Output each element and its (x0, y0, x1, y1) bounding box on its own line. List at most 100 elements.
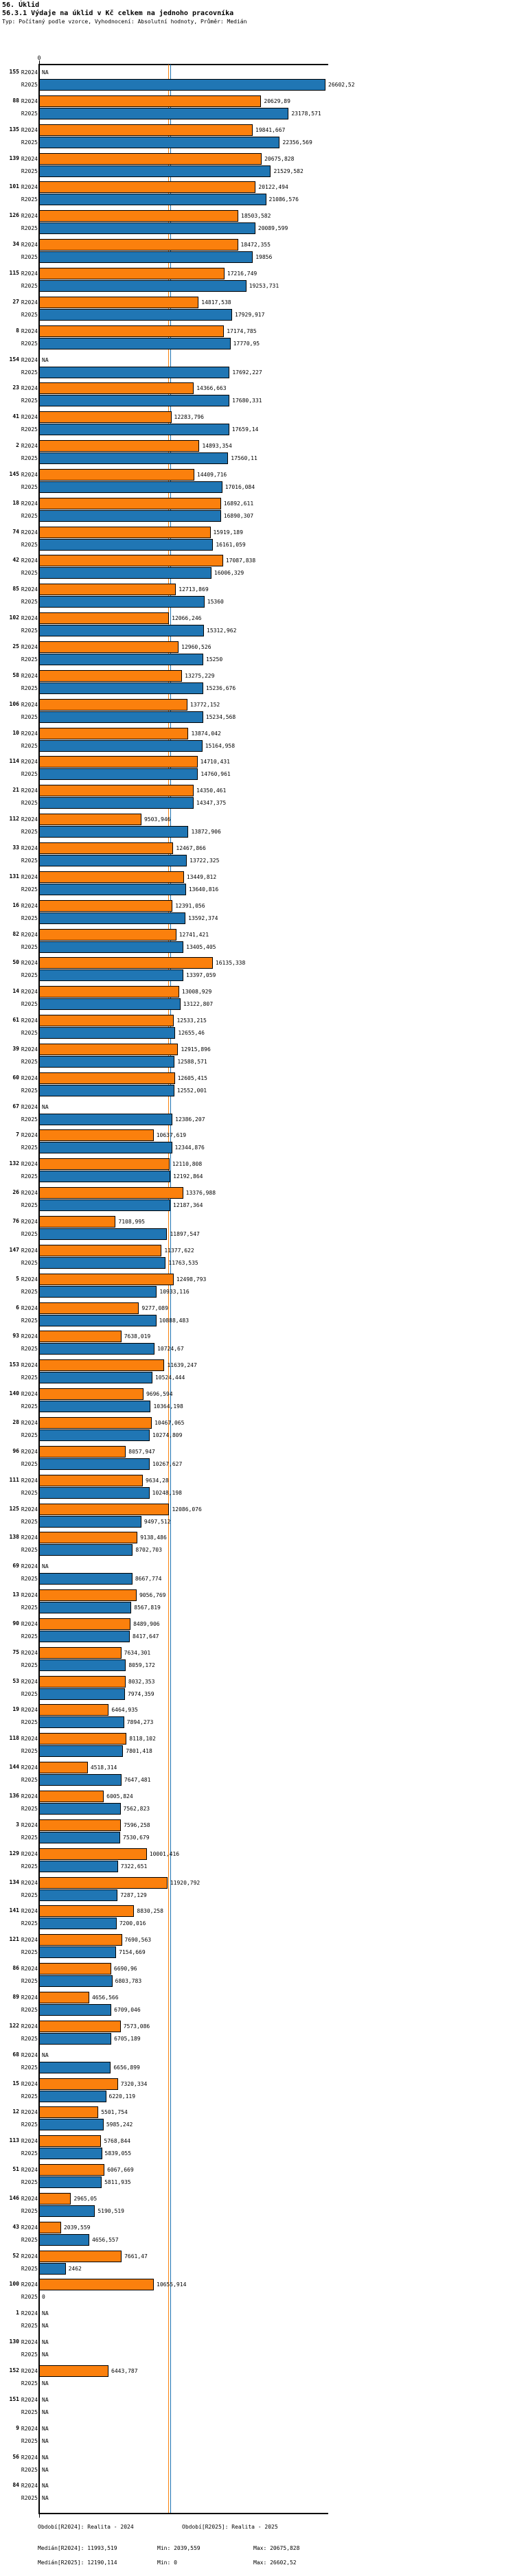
bar-r2025 (39, 337, 231, 349)
value-label-r2025: 6803,783 (115, 1978, 142, 1985)
bar-r2024 (39, 1158, 170, 1171)
bar-r2024 (39, 1791, 104, 1802)
entity-id-label: 12 (12, 2108, 19, 2115)
value-label-r2024: 13772,152 (190, 701, 220, 708)
series-label-r2024: R2024 (21, 1937, 38, 1944)
series-label-r2025: R2025 (21, 541, 38, 548)
value-label-r2025: 14347,375 (196, 800, 227, 807)
bar-r2025 (39, 941, 184, 953)
value-label-r2024: 9277,089 (141, 1304, 168, 1311)
series-label-r2025: R2025 (21, 1949, 38, 1956)
series-label-r2025: R2025 (21, 1863, 38, 1870)
value-label-r2024: 8118,102 (129, 1736, 156, 1743)
entity-id-label: 52 (12, 2252, 19, 2259)
series-label-r2025: R2025 (21, 1317, 38, 1324)
value-label-na: NA (42, 2408, 49, 2415)
value-label-r2025: 13640,816 (188, 886, 219, 893)
series-label-r2024: R2024 (21, 2109, 38, 2116)
series-label-r2025: R2025 (21, 1001, 38, 1008)
value-label-r2025: 9497,512 (144, 1518, 171, 1525)
bar-r2024 (39, 1043, 179, 1055)
entity-id-label: 111 (9, 1476, 19, 1483)
series-label-r2025: R2025 (21, 1576, 38, 1583)
x-axis-line-bottom (38, 2513, 328, 2514)
bar-r2024 (39, 95, 262, 107)
footer-period-r2025: Období[R2025]: Realita - 2025 (182, 2524, 278, 2530)
value-label-r2025: 7200,016 (119, 1920, 146, 1927)
entity-id-label: 82 (12, 930, 19, 937)
bar-r2025 (39, 1602, 132, 1614)
bar-r2025 (39, 826, 189, 838)
series-label-r2024: R2024 (21, 902, 38, 909)
bar-r2024 (39, 210, 239, 222)
bar-r2025 (39, 79, 325, 91)
series-label-r2024: R2024 (21, 327, 38, 334)
bar-r2024 (39, 1273, 174, 1285)
series-label-r2024: R2024 (21, 1966, 38, 1973)
series-label-r2024: R2024 (21, 557, 38, 564)
entity-id-label: 26 (12, 1189, 19, 1196)
bar-r2025 (39, 1975, 113, 1988)
bar-r2024 (39, 612, 170, 625)
value-label-na: NA (42, 2351, 49, 2358)
value-label-r2025: 17692,227 (232, 369, 262, 376)
bar-r2024 (39, 1388, 144, 1401)
bar-r2024 (39, 1129, 154, 1142)
series-label-r2024: R2024 (21, 2023, 38, 2029)
entity-id-label: 34 (12, 241, 19, 248)
bar-r2024 (39, 440, 200, 452)
bar-r2025 (39, 1630, 130, 1642)
series-label-r2024: R2024 (21, 1333, 38, 1340)
bar-r2024 (39, 1848, 147, 1860)
value-label-na: NA (42, 2454, 49, 2461)
series-label-r2025: R2025 (21, 110, 38, 117)
value-label-r2024: 7661,47 (124, 2253, 148, 2259)
value-label-r2025: 6220,119 (108, 2093, 136, 2100)
bar-r2024 (39, 411, 172, 424)
series-label-r2024: R2024 (21, 1046, 38, 1053)
value-label-r2024: 6443,787 (111, 2368, 138, 2374)
value-label-r2024: 9138,486 (140, 1534, 167, 1541)
series-label-r2024: R2024 (21, 69, 38, 76)
bar-r2024 (39, 124, 253, 136)
series-label-r2025: R2025 (21, 886, 38, 893)
series-label-r2024: R2024 (21, 1161, 38, 1168)
series-label-r2025: R2025 (21, 1058, 38, 1065)
bar-r2025 (39, 998, 181, 1011)
series-label-r2024: R2024 (21, 1678, 38, 1685)
bar-r2025 (39, 1544, 133, 1556)
series-label-r2025: R2025 (21, 1116, 38, 1123)
series-label-r2024: R2024 (21, 816, 38, 823)
bar-r2025 (39, 1027, 176, 1039)
bar-r2024 (39, 1015, 174, 1027)
x-axis-tick-top (39, 60, 40, 65)
bar-r2025 (39, 538, 214, 551)
entity-id-label: 28 (12, 1418, 19, 1425)
series-label-r2025: R2025 (21, 800, 38, 807)
value-label-r2024: 12391,056 (175, 902, 205, 909)
bar-r2024 (39, 2192, 71, 2205)
value-label-r2025: 17659,14 (231, 426, 259, 433)
value-label-r2024: 14409,716 (196, 471, 227, 478)
bar-r2025 (39, 2003, 112, 2016)
series-label-r2025: R2025 (21, 1173, 38, 1180)
entity-id-label: 69 (12, 1563, 19, 1569)
value-label-r2025: 12187,364 (173, 1202, 203, 1209)
series-label-r2025: R2025 (21, 943, 38, 950)
value-label-na: NA (42, 2323, 49, 2330)
value-label-r2025: 20089,599 (258, 225, 288, 232)
value-label-r2024: 8830,258 (137, 1908, 163, 1915)
value-label-na: NA (42, 356, 49, 363)
bar-r2025 (39, 739, 203, 752)
value-label-r2024: 15919,189 (213, 529, 243, 536)
value-label-r2025: 5985,242 (106, 2121, 133, 2128)
value-label-r2024: 12605,415 (177, 1074, 207, 1081)
series-label-r2024: R2024 (21, 356, 38, 363)
bar-r2024 (39, 1331, 122, 1343)
bar-r2025 (39, 1860, 118, 1872)
series-label-r2025: R2025 (21, 1145, 38, 1151)
entity-id-label: 121 (9, 1936, 19, 1943)
series-label-r2024: R2024 (21, 471, 38, 478)
bar-r2025 (39, 2176, 102, 2189)
